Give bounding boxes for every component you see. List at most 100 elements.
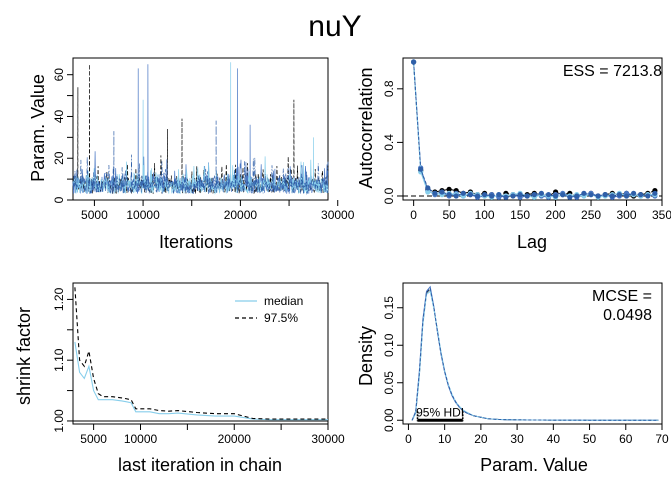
acf-ylabel: Autocorrelation: [356, 67, 376, 188]
acf-point: [531, 192, 537, 198]
density-ytick-label: 0.05: [382, 371, 396, 395]
acf-xlabel: Lag: [517, 232, 547, 252]
density-ytick-label: 0.00: [382, 408, 396, 432]
shrink-series-1-line: [74, 341, 328, 421]
shrink-ytick-label: 1.00: [52, 409, 66, 433]
density-xtick-label: 10: [438, 432, 452, 446]
trace-xtick-label: 20000: [224, 208, 258, 222]
shrink-factor-panel: median 97.5% last iteration in chain shr…: [14, 282, 345, 475]
shrink-xtick-label: 10000: [124, 432, 158, 446]
acf-point: [602, 192, 608, 198]
density-series-4-line: [411, 287, 659, 421]
shrink-plot-frame: [72, 282, 329, 425]
acf-point: [489, 193, 495, 199]
acf-ytick-label: 0.8: [382, 80, 396, 97]
density-xtick-label: 20: [474, 432, 488, 446]
trace-xtick-label: 30000: [321, 208, 355, 222]
acf-point: [503, 194, 509, 200]
density-xtick-label: 60: [619, 432, 633, 446]
acf-point: [538, 190, 545, 196]
density-plot-frame: [402, 282, 663, 425]
acf-xtick-label: 300: [617, 208, 637, 222]
ess-annotation: ESS = 7213.8: [563, 63, 662, 80]
acf-series-4-line: [413, 61, 656, 198]
acf-point: [588, 192, 594, 198]
acf-series-2-line: [413, 61, 655, 198]
acf-xtick-label: 0: [410, 208, 417, 222]
acf-point: [638, 192, 644, 198]
acf-point: [645, 193, 651, 199]
shrink-series-2-line: [74, 287, 328, 420]
acf-point: [623, 193, 630, 199]
acf-xtick-label: 250: [581, 208, 601, 222]
acf-point: [616, 192, 623, 198]
acf-point: [517, 192, 523, 198]
acf-point: [474, 193, 481, 199]
acf-point: [560, 192, 566, 198]
autocorrelation-panel: ESS = 7213.8 Lag Autocorrelation 0 50 100 1…: [356, 57, 671, 252]
mcse-value: 0.0498: [603, 307, 652, 324]
acf-point: [482, 192, 488, 198]
trace-xtick-label: 5000: [81, 208, 108, 222]
density-ylabel: Density: [356, 326, 376, 386]
trace-ytick-label: 60: [52, 68, 66, 82]
trace-xlabel: Iterations: [159, 232, 233, 252]
shrink-xlabel: last iteration in chain: [118, 455, 282, 475]
density-xtick-label: 30: [510, 432, 524, 446]
legend-975-label: 97.5%: [264, 311, 298, 325]
acf-point: [453, 193, 459, 199]
trace-ytick-label: 0: [52, 196, 66, 203]
legend-median-label: median: [264, 294, 303, 308]
acf-xtick-label: 50: [442, 208, 456, 222]
density-ytick-label: 0.15: [382, 296, 396, 320]
acf-series-3-line: [413, 61, 655, 198]
acf-point: [432, 190, 438, 196]
density-xtick-label: 50: [583, 432, 597, 446]
acf-point: [460, 190, 466, 196]
density-xtick-label: 0: [405, 432, 412, 446]
hdi-label: 95% HDI: [416, 405, 464, 419]
density-xtick-label: 40: [547, 432, 561, 446]
acf-point: [631, 190, 637, 196]
acf-point: [425, 189, 431, 195]
acf-point: [446, 192, 452, 198]
density-panel: MCSE = 0.0498 Param. Value Density 0 10 20…: [356, 282, 669, 475]
acf-point: [553, 193, 559, 199]
acf-point: [446, 186, 452, 192]
acf-xtick-label: 200: [546, 208, 566, 222]
acf-xtick-label: 150: [510, 208, 530, 222]
acf-series-1-line: [413, 61, 656, 197]
acf-point: [567, 194, 573, 200]
trace-ytick-label: 20: [52, 151, 66, 165]
shrink-xtick-label: 20000: [218, 432, 252, 446]
acf-point: [439, 189, 445, 195]
trace-xtick-label: 10000: [126, 208, 160, 222]
shrink-xtick-label: 30000: [311, 432, 345, 446]
acf-ytick-label: 0.4: [382, 134, 396, 151]
acf-point: [418, 166, 424, 172]
acf-xtick-label: 350: [652, 208, 671, 222]
density-series-3-line: [411, 290, 659, 421]
acf-point: [524, 193, 530, 199]
acf-xtick-label: 100: [475, 208, 495, 222]
shrink-ytick-label: 1.20: [52, 287, 66, 311]
shrink-ytick-label: 1.10: [52, 348, 66, 372]
acf-point: [595, 193, 601, 199]
acf-point: [581, 190, 587, 196]
density-ytick-label: 0.10: [382, 333, 396, 357]
acf-point: [496, 192, 502, 198]
acf-ytick-label: 0.0: [382, 187, 396, 204]
acf-point: [652, 190, 658, 196]
acf-point: [574, 193, 580, 199]
acf-point: [411, 59, 417, 65]
trace-ylabel: Param. Value: [28, 74, 48, 182]
acf-point: [609, 193, 615, 199]
density-xtick-label: 70: [655, 432, 669, 446]
acf-point: [545, 192, 552, 198]
trace-ytick-label: 40: [52, 109, 66, 123]
trace-chain-4-line: [72, 120, 329, 195]
acf-point: [510, 193, 516, 199]
figure-title: nuY: [308, 10, 361, 43]
shrink-xtick-label: 5000: [80, 432, 107, 446]
